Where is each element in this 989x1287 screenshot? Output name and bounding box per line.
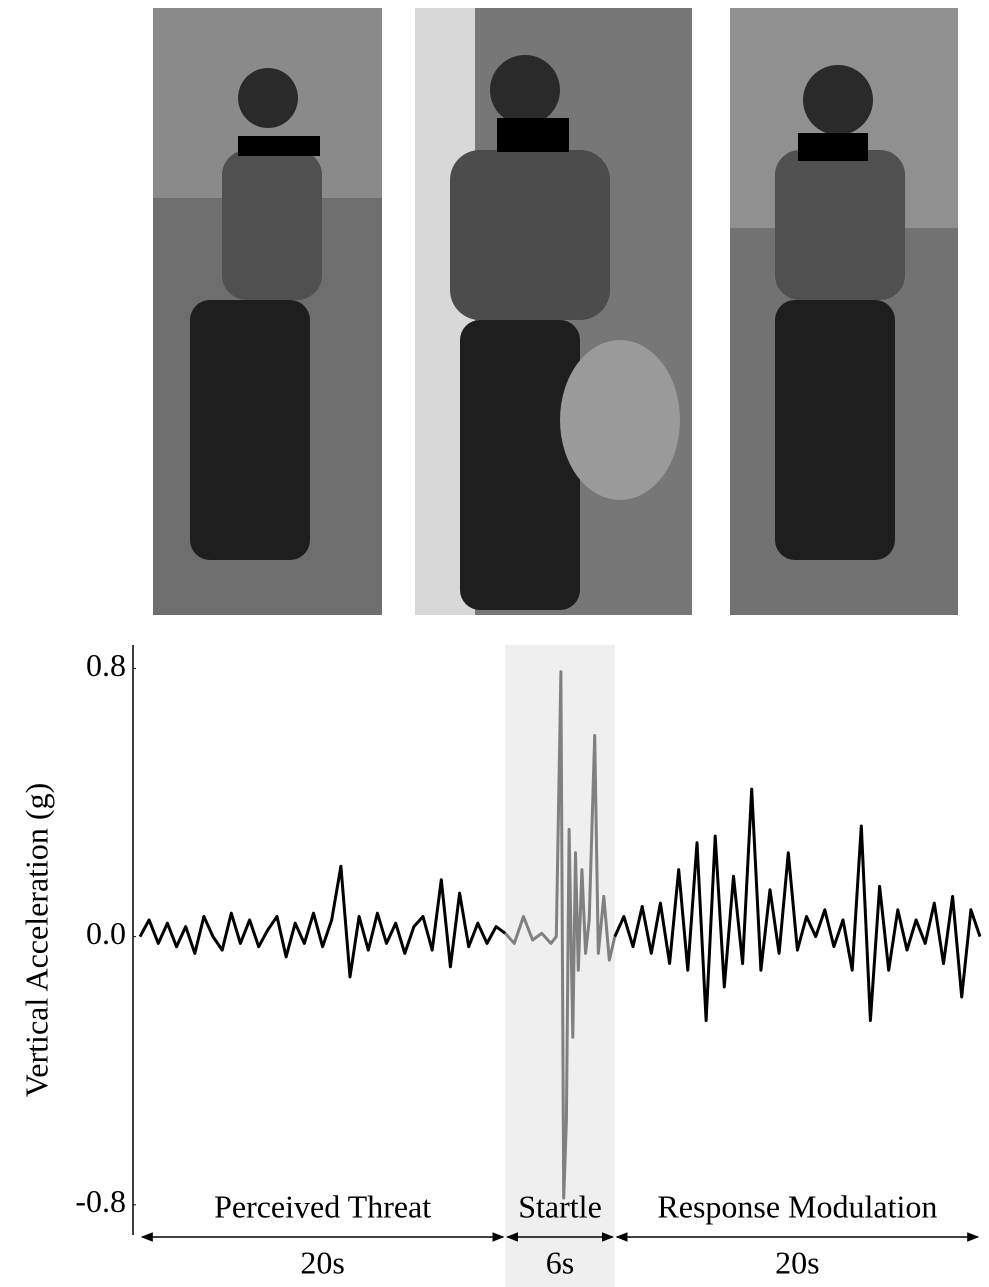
data-line [613,787,982,1022]
y-tick-label: 0.0 [86,915,126,951]
y-axis-label: Vertical Acceleration (g) [18,783,54,1098]
phase-label: Response Modulation [657,1188,937,1224]
phase-label: Startle [518,1188,602,1224]
phase-label: Perceived Threat [214,1188,431,1224]
photo [730,8,958,615]
phase-duration: 6s [546,1244,574,1280]
plot: -0.8 0.0 0.8 Perceived Threat 20s Startle 6s Re… [75,645,982,1287]
phase-duration: 20s [300,1244,344,1280]
photo [153,8,382,615]
y-tick-label: -0.8 [75,1183,126,1219]
data-line [138,864,507,979]
data-line [504,670,617,1200]
y-tick-label: 0.8 [86,647,126,683]
photo [415,8,692,615]
photos [153,8,958,615]
phase-duration: 20s [775,1244,819,1280]
